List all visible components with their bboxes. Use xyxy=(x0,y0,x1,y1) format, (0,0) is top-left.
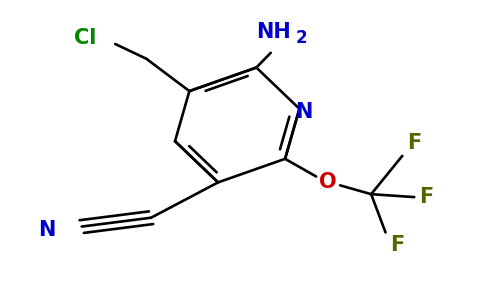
Text: NH: NH xyxy=(256,22,290,42)
Text: N: N xyxy=(296,102,313,122)
Text: O: O xyxy=(319,172,337,192)
Text: 2: 2 xyxy=(296,29,308,47)
Text: N: N xyxy=(38,220,55,240)
Text: F: F xyxy=(407,133,421,153)
Text: Cl: Cl xyxy=(74,28,96,48)
Text: F: F xyxy=(419,187,433,207)
Text: F: F xyxy=(390,236,405,255)
